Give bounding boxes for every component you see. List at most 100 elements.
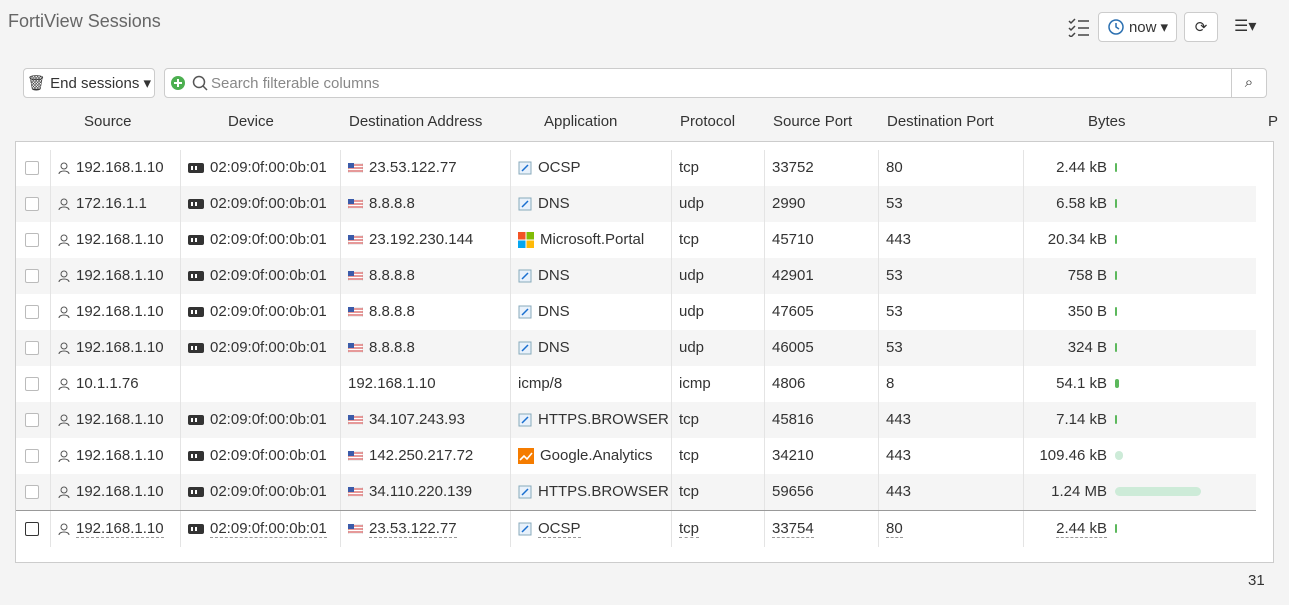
cell-text: 109.46 kB <box>1039 447 1107 464</box>
table-cell: 53 <box>886 258 1015 294</box>
cell-text: 8 <box>886 375 895 392</box>
table-row: 192.168.1.10 02:09:0f:00:0b:01 8.8.8.8 DNS u… <box>16 294 1256 330</box>
table-cell: 02:09:0f:00:0b:01 <box>188 222 332 258</box>
row-checkbox <box>25 233 39 247</box>
table-cell: 59656 <box>772 474 870 510</box>
search-box[interactable]: Search filterable columns ⌕ <box>164 68 1267 98</box>
table-cell: 172.16.1.1 <box>58 186 172 222</box>
cell-separator <box>1023 222 1024 258</box>
cell-icon <box>58 378 70 391</box>
cell-text: 23.53.122.77 <box>369 159 457 176</box>
bytes-bar <box>1115 524 1117 533</box>
table-cell: 8.8.8.8 <box>347 186 502 222</box>
table-cell: DNS <box>518 186 663 222</box>
cell-separator <box>510 150 511 186</box>
cell-separator <box>878 330 879 366</box>
table-cell: 47605 <box>772 294 870 330</box>
column-header: Application <box>544 113 618 130</box>
cell-text: DNS <box>538 339 570 356</box>
row-checkbox <box>25 413 39 427</box>
cell-separator <box>671 474 672 510</box>
row-checkbox <box>25 449 39 463</box>
cell-text: 4806 <box>772 375 806 392</box>
cell-text: udp <box>679 267 705 284</box>
menu-button[interactable]: ☰▾ <box>1234 18 1257 35</box>
table-cell: 10.1.1.76 <box>58 366 172 402</box>
cell-separator <box>764 438 765 474</box>
cell-separator <box>510 258 511 294</box>
cell-separator <box>180 222 181 258</box>
bytes-bar <box>1115 451 1123 460</box>
table-cell: 53 <box>886 330 1015 366</box>
row-checkbox <box>25 522 39 536</box>
time-label: now <box>1128 18 1157 36</box>
table-cell: tcp <box>679 438 756 474</box>
cell-text: 142.250.217.72 <box>369 447 474 464</box>
cell-icon <box>518 448 534 465</box>
end-sessions-button[interactable]: 🗑 End sessions ▾ <box>23 68 155 98</box>
cell-text: 443 <box>886 411 912 428</box>
page-title: FortiView Sessions <box>8 11 161 31</box>
cell-text: 80 <box>886 520 903 538</box>
table-cell: 2990 <box>772 186 870 222</box>
clock-icon <box>1108 19 1124 35</box>
cell-separator <box>510 186 511 222</box>
cell-icon <box>188 523 204 535</box>
cell-separator <box>671 402 672 438</box>
table-row: 192.168.1.10 02:09:0f:00:0b:01 23.53.122.7… <box>16 510 1256 547</box>
cell-separator <box>50 366 51 402</box>
column-header: Source <box>84 113 132 130</box>
table-cell: 443 <box>886 402 1015 438</box>
column-header: Destination Port <box>887 113 994 130</box>
table-cell: 46005 <box>772 330 870 366</box>
cell-separator <box>1023 511 1024 547</box>
cell-text: 45710 <box>772 231 814 248</box>
cell-separator <box>878 474 879 510</box>
table-cell: 1.24 MB <box>1031 474 1107 510</box>
table-cell: 192.168.1.10 <box>58 222 172 258</box>
cell-separator <box>764 474 765 510</box>
columns-icon[interactable] <box>1068 17 1090 37</box>
table-cell: 42901 <box>772 258 870 294</box>
cell-icon <box>58 342 70 355</box>
time-button[interactable]: now ▾ <box>1098 12 1177 42</box>
table-cell: 02:09:0f:00:0b:01 <box>188 150 332 186</box>
cell-text: 02:09:0f:00:0b:01 <box>210 483 327 500</box>
column-header: Bytes <box>1088 113 1126 130</box>
cell-icon <box>518 485 532 499</box>
cell-text: 53 <box>886 267 903 284</box>
table-cell: 02:09:0f:00:0b:01 <box>188 438 332 474</box>
cell-text: 54.1 kB <box>1056 375 1107 392</box>
table-row: 192.168.1.10 02:09:0f:00:0b:01 8.8.8.8 DNS u… <box>16 330 1256 366</box>
cell-icon <box>518 413 532 427</box>
cell-text: 2.44 kB <box>1056 159 1107 176</box>
cell-text: icmp/8 <box>518 375 563 392</box>
cell-text: 02:09:0f:00:0b:01 <box>210 339 327 356</box>
table-cell: DNS <box>518 294 663 330</box>
cell-separator <box>1023 474 1024 510</box>
cell-icon <box>347 270 364 282</box>
cell-text: 192.168.1.10 <box>76 447 164 464</box>
table-cell: udp <box>679 186 756 222</box>
cell-text: 45816 <box>772 411 814 428</box>
bytes-bar <box>1115 271 1117 280</box>
cell-separator <box>180 366 181 402</box>
table-cell: 02:09:0f:00:0b:01 <box>188 294 332 330</box>
cell-text: 02:09:0f:00:0b:01 <box>210 231 327 248</box>
cell-separator <box>878 366 879 402</box>
search-button[interactable]: ⌕ <box>1231 69 1266 97</box>
cell-text: 443 <box>886 483 912 500</box>
cell-separator <box>878 222 879 258</box>
cell-separator <box>180 438 181 474</box>
bytes-bar <box>1115 199 1117 208</box>
row-checkbox <box>25 269 39 283</box>
cell-icon <box>58 523 70 536</box>
cell-icon <box>188 270 204 282</box>
table-cell: 80 <box>886 511 1015 547</box>
cell-separator <box>180 330 181 366</box>
refresh-button[interactable]: ⟳ <box>1184 12 1218 42</box>
table-cell: 192.168.1.10 <box>348 366 502 402</box>
table-cell: 192.168.1.10 <box>58 402 172 438</box>
table-cell: 33752 <box>772 150 870 186</box>
cell-icon <box>188 486 204 498</box>
